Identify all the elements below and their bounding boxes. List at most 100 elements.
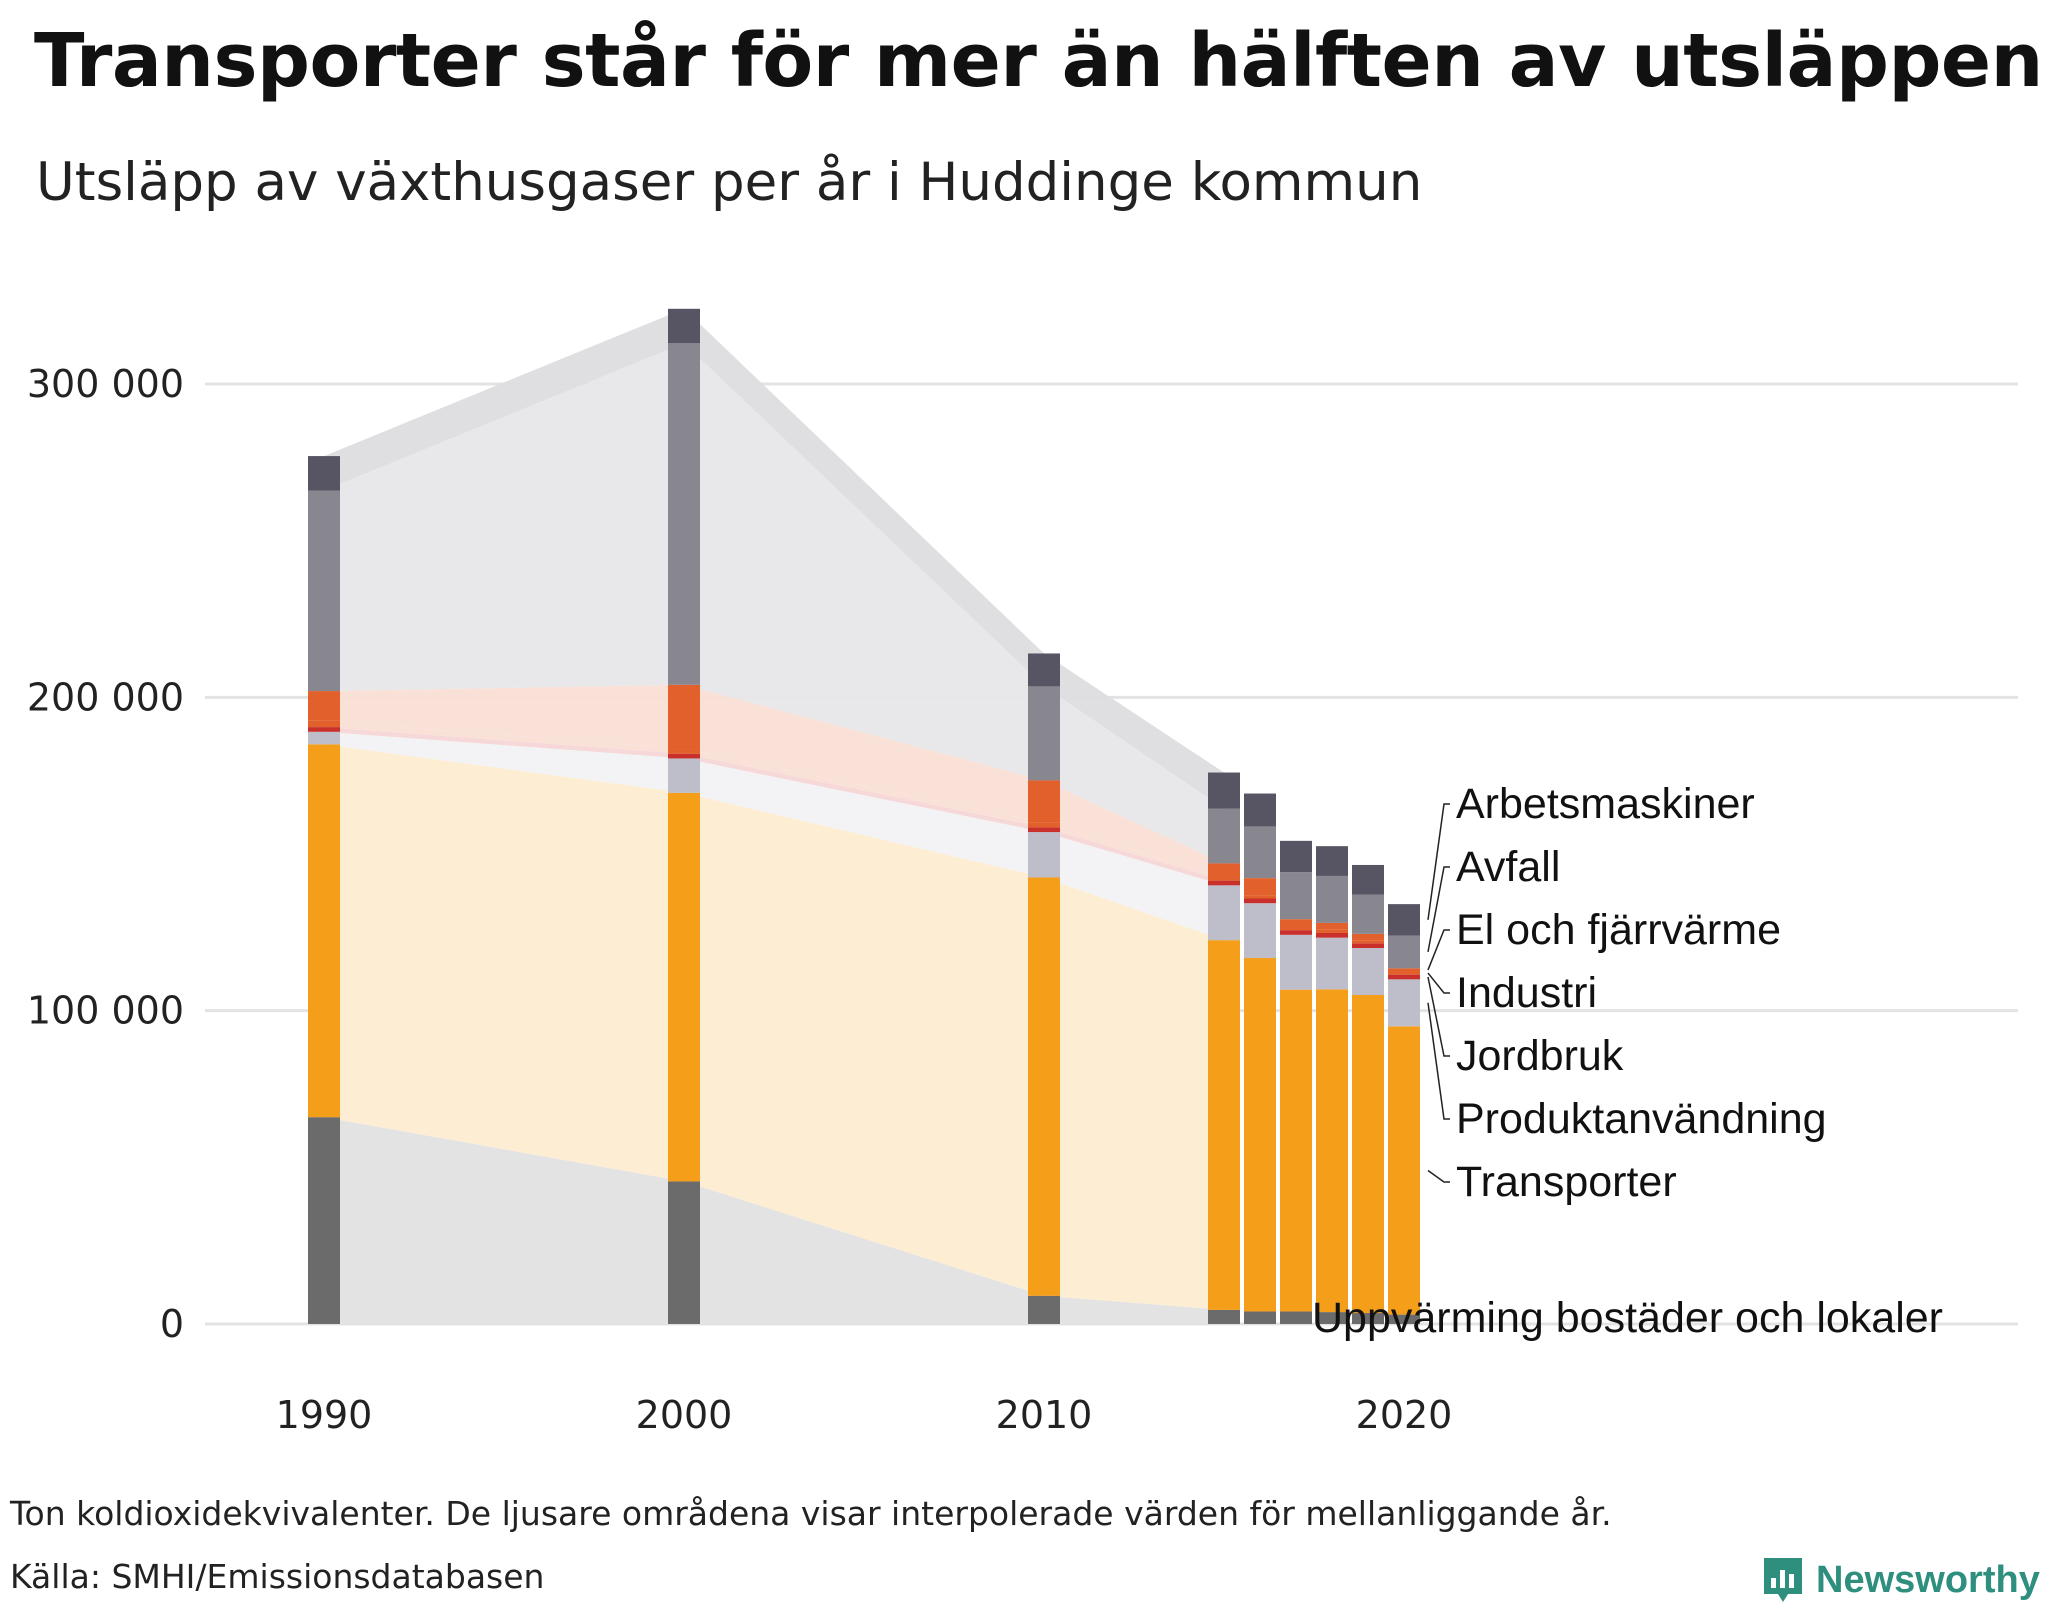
bar-produktanvandning-2018 <box>1316 937 1348 990</box>
bar-produktanvandning-2000 <box>668 758 700 793</box>
series-label-transporter: Transporter <box>1456 1158 1677 1206</box>
bar-industri-2020 <box>1388 971 1420 975</box>
bar-el-och-fjarrvarme-2016 <box>1244 878 1276 896</box>
bar-jordbruk-2020 <box>1388 974 1420 980</box>
bar-produktanvandning-2020 <box>1388 979 1420 1027</box>
bar-uppvarming-bostader-och-lokaler-2000 <box>668 1181 700 1324</box>
bar-uppvarming-bostader-och-lokaler-2020 <box>1388 1314 1420 1324</box>
bars <box>308 308 1420 1324</box>
bar-avfall-1990 <box>308 490 340 692</box>
chart-title: Transporter står för mer än hälften av u… <box>34 18 2043 104</box>
source-note: Källa: SMHI/Emissionsdatabasen <box>10 1557 545 1596</box>
area-transporter <box>324 744 1224 1310</box>
bar-avfall-2015 <box>1208 808 1240 864</box>
bar-industri-2017 <box>1280 927 1312 931</box>
series-label-produktanvandning: Produktanvändning <box>1456 1095 1827 1143</box>
bar-transporter-2020 <box>1388 1026 1420 1315</box>
leader-line-jordbruk <box>1427 976 1450 1057</box>
series-label-jordbruk: Jordbruk <box>1456 1032 1624 1080</box>
bar-uppvarming-bostader-och-lokaler-2015 <box>1208 1309 1240 1324</box>
x-tick-label: 1990 <box>276 1393 373 1437</box>
bar-produktanvandning-2017 <box>1280 934 1312 990</box>
bar-avfall-2010 <box>1028 686 1060 781</box>
bar-el-och-fjarrvarme-2010 <box>1028 780 1060 823</box>
bar-transporter-2015 <box>1208 940 1240 1310</box>
y-tick-label: 200 000 <box>27 675 184 719</box>
bar-transporter-2017 <box>1280 989 1312 1312</box>
bar-uppvarming-bostader-och-lokaler-2019 <box>1352 1313 1384 1324</box>
bar-avfall-2016 <box>1244 826 1276 879</box>
bar-transporter-2000 <box>668 792 700 1182</box>
bar-produktanvandning-2016 <box>1244 903 1276 959</box>
bar-avfall-2018 <box>1316 875 1348 923</box>
area-uppvarming-bostader-och-lokaler <box>324 1117 1224 1324</box>
bar-jordbruk-2019 <box>1352 943 1384 948</box>
leader-line-arbetsmaskiner <box>1427 803 1450 920</box>
x-tick-label: 2010 <box>996 1393 1093 1437</box>
bar-uppvarming-bostader-och-lokaler-1990 <box>308 1117 340 1324</box>
bar-transporter-1990 <box>308 744 340 1118</box>
bar-uppvarming-bostader-och-lokaler-2017 <box>1280 1311 1312 1324</box>
bar-arbetsmaskiner-2015 <box>1208 772 1240 809</box>
leader-line-avfall <box>1427 866 1450 953</box>
footnote: Ton koldioxidekvivalenter. De ljusare om… <box>10 1494 1612 1533</box>
x-axis-ticks: 1990 2000 2010 2020 <box>276 1393 1453 1437</box>
bar-jordbruk-2018 <box>1316 932 1348 938</box>
bar-produktanvandning-2019 <box>1352 948 1384 995</box>
bar-industri-2019 <box>1352 940 1384 944</box>
y-axis-ticks: 0 100 000 200 000 300 000 <box>27 362 184 1346</box>
y-tick-label: 0 <box>160 1302 184 1346</box>
bar-jordbruk-2016 <box>1244 898 1276 904</box>
series-label-el-och-fjarrvarme: El och fjärrvärme <box>1456 906 1781 954</box>
bar-produktanvandning-2015 <box>1208 885 1240 941</box>
leader-line-el-och-fjarrvarme <box>1427 929 1450 971</box>
y-tick-label: 100 000 <box>27 989 184 1033</box>
bar-arbetsmaskiner-2018 <box>1316 846 1348 876</box>
bar-el-och-fjarrvarme-2020 <box>1388 968 1420 972</box>
bar-arbetsmaskiner-2019 <box>1352 864 1384 895</box>
bar-arbetsmaskiner-2016 <box>1244 793 1276 827</box>
brand-logo: Newsworthy <box>1760 1552 2040 1608</box>
bar-jordbruk-2000 <box>668 753 700 759</box>
area-el-och-fjarrvarme <box>324 684 1224 878</box>
x-tick-label: 2000 <box>636 1393 733 1437</box>
newsworthy-logo-icon <box>1764 1558 1802 1602</box>
bar-jordbruk-2015 <box>1208 880 1240 886</box>
bar-industri-2018 <box>1316 929 1348 933</box>
leader-line-transporter <box>1427 1169 1450 1183</box>
bar-transporter-2019 <box>1352 995 1384 1314</box>
bar-arbetsmaskiner-1990 <box>308 456 340 491</box>
leader-line-produktanvandning <box>1427 1002 1450 1120</box>
bar-uppvarming-bostader-och-lokaler-2016 <box>1244 1311 1276 1324</box>
x-tick-label: 2020 <box>1356 1393 1453 1437</box>
bar-avfall-2017 <box>1280 872 1312 920</box>
bar-avfall-2020 <box>1388 935 1420 969</box>
leader-line-industri <box>1427 972 1450 994</box>
bar-produktanvandning-1990 <box>308 731 340 745</box>
bar-produktanvandning-2010 <box>1028 832 1060 878</box>
bar-el-och-fjarrvarme-2015 <box>1208 863 1240 878</box>
bar-industri-2010 <box>1028 822 1060 828</box>
interpolated-areas <box>324 308 1224 1324</box>
bar-uppvarming-bostader-och-lokaler-2018 <box>1316 1312 1348 1324</box>
brand-name: Newsworthy <box>1816 1558 2040 1601</box>
bar-transporter-2018 <box>1316 989 1348 1313</box>
chart-subtitle: Utsläpp av växthusgaser per år i Hudding… <box>36 152 1423 213</box>
series-label-avfall: Avfall <box>1456 843 1560 891</box>
bar-arbetsmaskiner-2000 <box>668 308 700 344</box>
area-avfall <box>324 343 1224 864</box>
series-label-industri: Industri <box>1456 969 1597 1017</box>
bar-el-och-fjarrvarme-2000 <box>668 684 700 750</box>
bar-jordbruk-1990 <box>308 727 340 732</box>
bar-transporter-2010 <box>1028 877 1060 1296</box>
series-label-uppvarming-bostader-och-lokaler: Uppvärming bostäder och lokaler <box>1312 1294 1943 1342</box>
bar-transporter-2016 <box>1244 958 1276 1312</box>
bar-avfall-2000 <box>668 343 700 685</box>
y-tick-label: 300 000 <box>27 362 184 406</box>
bar-industri-2015 <box>1208 877 1240 881</box>
area-arbetsmaskiner <box>324 308 1224 809</box>
bar-arbetsmaskiner-2017 <box>1280 840 1312 873</box>
bar-el-och-fjarrvarme-2017 <box>1280 919 1312 928</box>
bar-industri-2000 <box>668 749 700 754</box>
